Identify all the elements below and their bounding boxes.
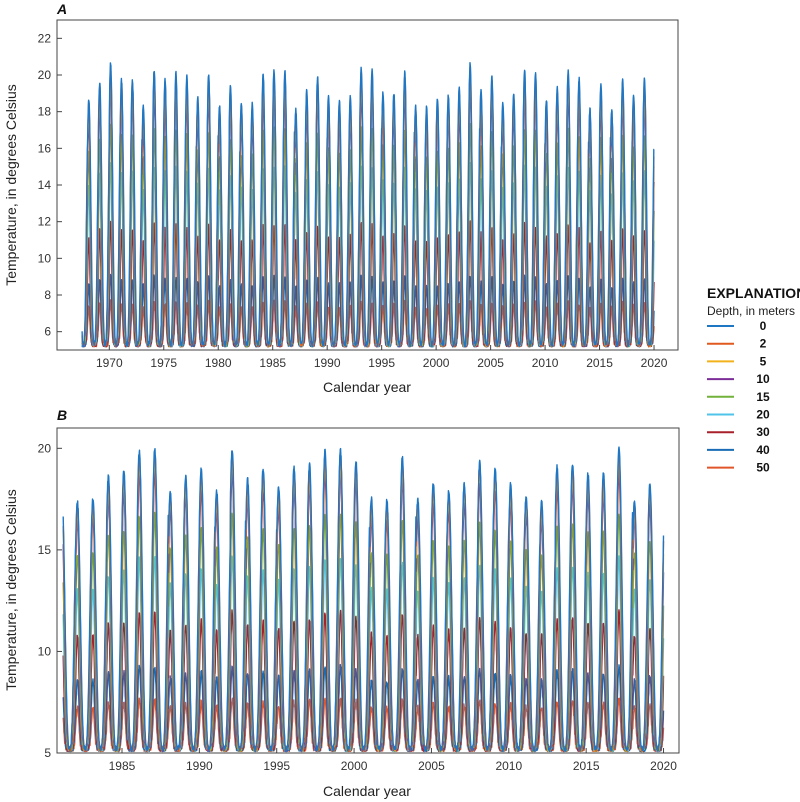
panel-a-x-tick-label: 2015 <box>586 356 613 370</box>
legend-items: 0 2 5 10 15 20 30 40 50 <box>707 319 770 475</box>
legend-label-5m: 5 <box>760 354 767 368</box>
panel-a-y-tick-label: 14 <box>38 178 52 192</box>
panel-a-x-tick-label: 2020 <box>641 356 668 370</box>
legend-label-0m: 0 <box>760 319 767 333</box>
panel-b-y-tick-label: 10 <box>38 644 52 658</box>
legend-subtitle: Depth, in meters <box>707 304 795 318</box>
panel-b-x-tick-label: 1985 <box>109 759 136 773</box>
legend-label-20m: 20 <box>756 408 770 422</box>
panel-b-x-tick-label: 1995 <box>263 759 290 773</box>
panel-b: B 1985 1990 1995 2000 2005 2010 2015 2020 5 10 15… <box>3 407 680 799</box>
legend: EXPLANATION Depth, in meters 0 2 5 10 15 20 30… <box>707 285 800 475</box>
panel-a-x-tick-label: 2010 <box>532 356 559 370</box>
legend-label-40m: 40 <box>756 443 770 457</box>
panel-b-series <box>62 446 665 753</box>
panel-a-x-tick-label: 1985 <box>259 356 286 370</box>
panel-a-series <box>81 62 655 348</box>
panel-b-x-ticks: 1985 1990 1995 2000 2005 2010 2015 2020 <box>109 748 677 773</box>
panel-a-y-tick-label: 12 <box>38 215 52 229</box>
panel-a-y-tick-label: 8 <box>44 288 51 302</box>
panel-b-x-tick-label: 1990 <box>186 759 213 773</box>
panel-b-y-tick-label: 15 <box>38 543 52 557</box>
panel-b-series-line-0m <box>62 446 665 753</box>
panel-a-y-tick-label: 6 <box>44 325 51 339</box>
panel-a-y-tick-label: 16 <box>38 141 52 155</box>
panel-b-x-tick-label: 2015 <box>573 759 600 773</box>
panel-a-x-tick-label: 2000 <box>423 356 450 370</box>
panel-a-x-tick-label: 1995 <box>368 356 395 370</box>
panel-a-x-ticks: 1970 1975 1980 1985 1990 1995 2000 2005 2010 2015… <box>96 345 668 370</box>
panel-a-y-tick-label: 18 <box>38 105 52 119</box>
panel-b-x-tick-label: 2020 <box>650 759 677 773</box>
panel-b-y-tick-label: 5 <box>44 746 51 760</box>
panel-a-series-line-0m <box>81 62 655 348</box>
panel-a: A 1970 1975 1980 1985 1990 1995 2000 2005 2010 20… <box>3 1 679 395</box>
panel-b-x-tick-label: 2000 <box>341 759 368 773</box>
legend-label-30m: 30 <box>756 425 770 439</box>
panel-b-x-tick-label: 2005 <box>418 759 445 773</box>
legend-label-50m: 50 <box>756 461 770 475</box>
panel-b-y-tick-label: 20 <box>38 441 52 455</box>
panel-a-y-tick-label: 10 <box>38 251 52 265</box>
panel-a-x-tick-label: 2005 <box>477 356 504 370</box>
panel-a-y-ticks: 6 8 10 12 14 16 18 20 22 <box>38 31 62 339</box>
panel-a-y-tick-label: 20 <box>38 68 52 82</box>
legend-label-10m: 10 <box>756 372 770 386</box>
panel-a-label: A <box>56 1 67 17</box>
legend-label-2m: 2 <box>760 337 767 351</box>
panel-a-x-tick-label: 1975 <box>150 356 177 370</box>
panel-a-x-tick-label: 1970 <box>96 356 123 370</box>
panel-b-frame <box>56 427 680 754</box>
panel-a-y-tick-label: 22 <box>38 31 52 45</box>
panel-b-y-ticks: 5 10 15 20 <box>38 441 62 760</box>
panel-b-x-axis-label: Calendar year <box>323 783 411 799</box>
panel-a-y-axis-label: Temperature, in degrees Celsius <box>3 84 19 286</box>
panel-b-label: B <box>57 407 67 423</box>
panel-a-x-tick-label: 1980 <box>205 356 232 370</box>
panel-a-x-axis-label: Calendar year <box>323 379 411 395</box>
panel-a-x-tick-label: 1990 <box>314 356 341 370</box>
panel-b-x-tick-label: 2010 <box>495 759 522 773</box>
legend-label-15m: 15 <box>756 390 770 404</box>
legend-title: EXPLANATION <box>707 285 800 301</box>
panel-b-y-axis-label: Temperature, in degrees Celsius <box>3 489 19 691</box>
